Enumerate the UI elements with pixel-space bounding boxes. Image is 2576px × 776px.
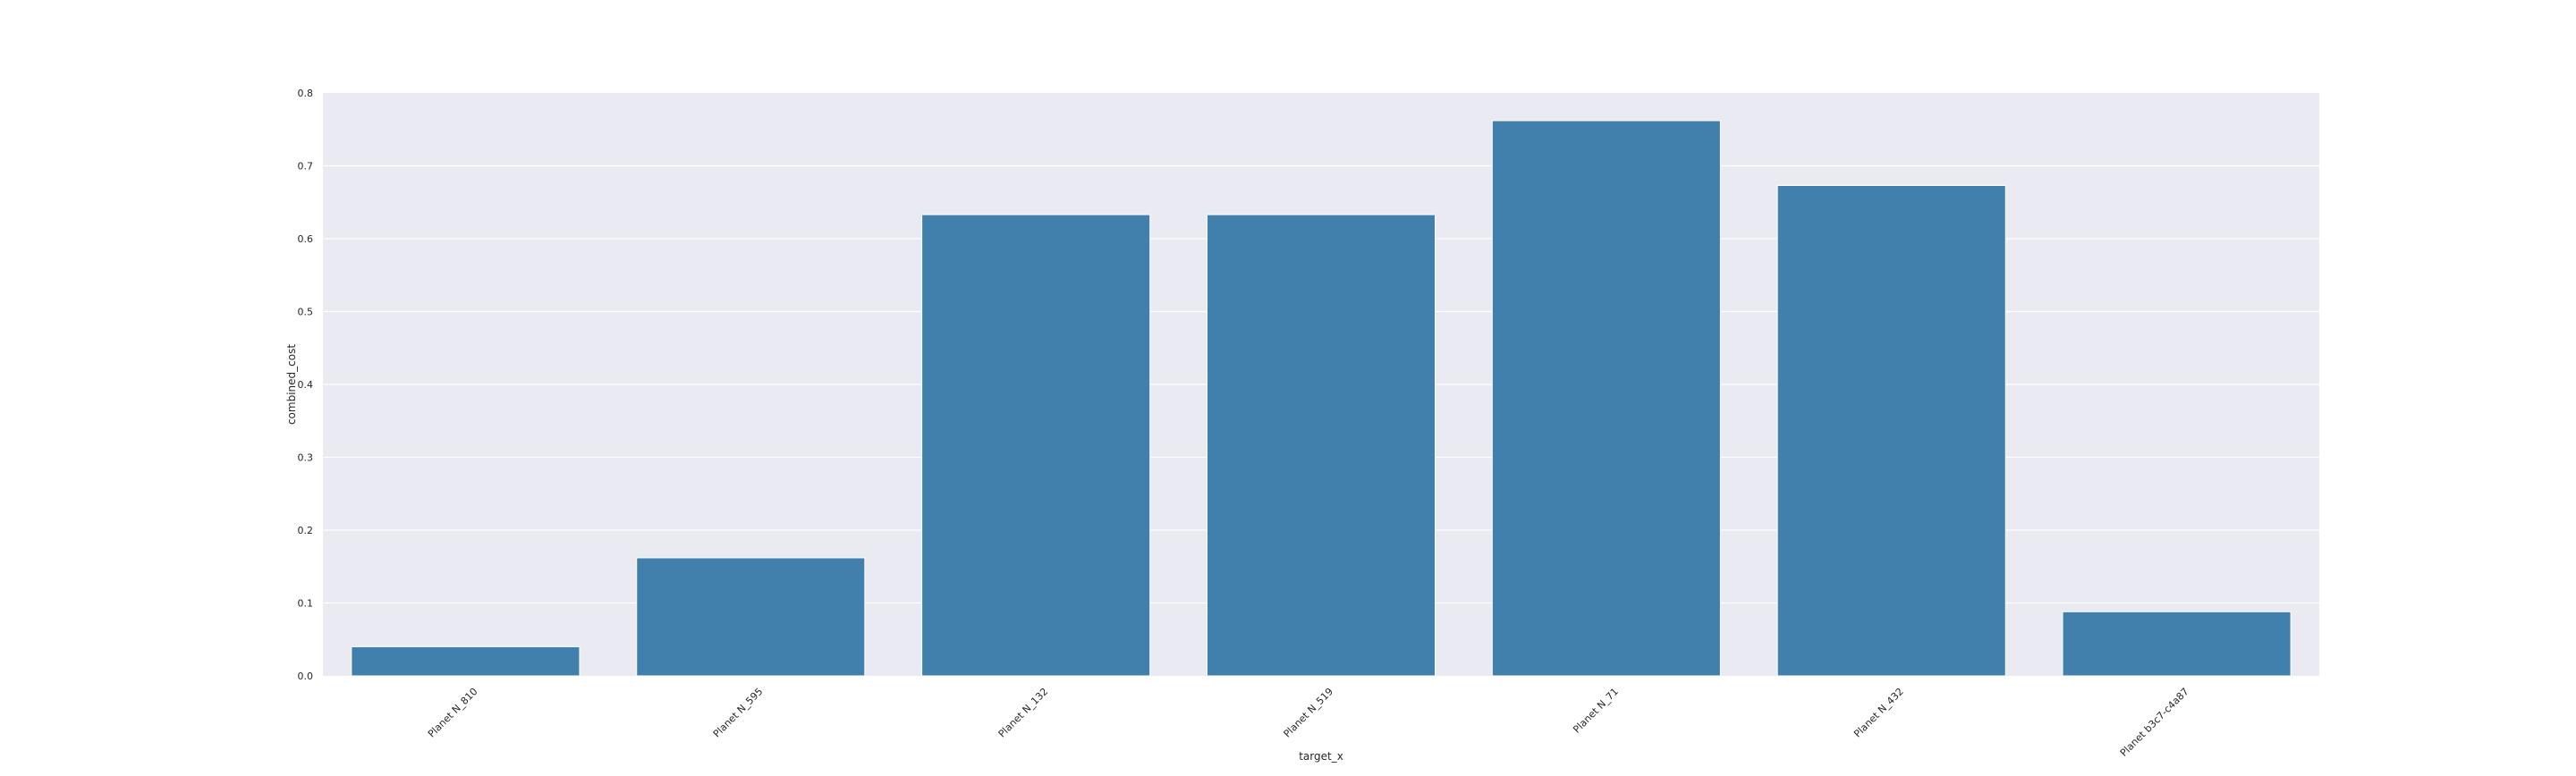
bar [351,645,580,677]
x-axis-label: target_x [1299,750,1343,763]
x-tick-label: Planet N_71 [1571,686,1621,736]
y-tick-label: 0.5 [298,307,314,318]
y-tick-label: 0.0 [298,671,314,682]
y-axis-label: combined_cost [285,344,298,425]
bar [2062,611,2292,677]
y-tick-label: 0.6 [298,233,314,245]
bar [1206,214,1436,677]
x-tick-label: Planet N_519 [1282,686,1336,740]
bars [351,120,2292,677]
bar [921,214,1151,677]
y-tick-label: 0.3 [298,452,314,464]
bar [1776,185,2006,677]
x-tick-label: Planet N_432 [1852,686,1906,740]
y-tick-label: 0.2 [298,525,314,536]
x-axis-ticks: Planet N_810 Planet N_595 Planet N_132 Plan… [426,686,2191,759]
y-tick-label: 0.7 [298,161,314,173]
x-tick-label: Planet b3c7-c4a87 [2118,686,2191,759]
bar [1491,120,1721,677]
y-tick-label: 0.8 [298,88,314,99]
x-tick-label: Planet N_595 [711,686,766,740]
y-tick-label: 0.1 [298,598,314,610]
x-tick-label: Planet N_810 [426,686,480,740]
y-axis-ticks: 0.0 0.1 0.2 0.3 0.4 0.5 0.6 0.7 0.8 [298,88,314,682]
x-tick-label: Planet N_132 [996,686,1051,740]
y-tick-label: 0.4 [298,379,314,391]
bar [636,557,866,677]
